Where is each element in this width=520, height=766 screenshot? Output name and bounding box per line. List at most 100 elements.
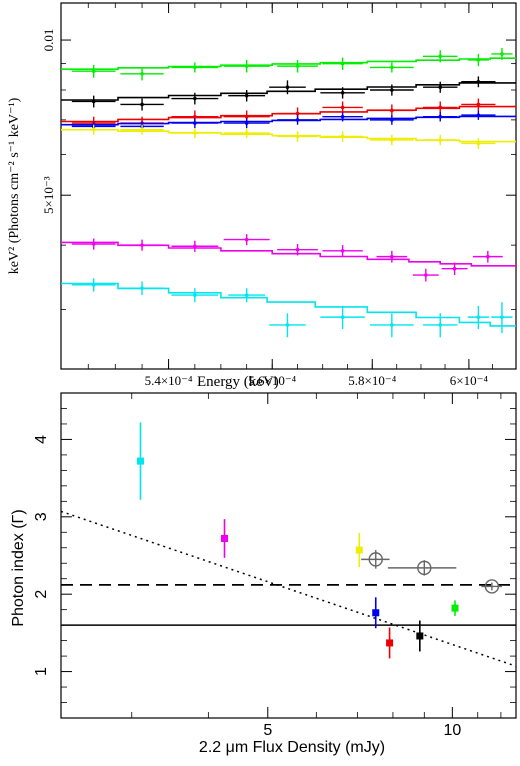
spectrum-x-axis-label: Energy (keV) — [197, 374, 279, 390]
photon-index-panel: 5 10 1 2 3 4 2.2 μm Flux Density (mJy) Photon… — [10, 392, 517, 756]
spectrum-data-point — [193, 114, 197, 119]
spectrum-data-point — [390, 88, 394, 92]
spectrum-data-point — [476, 141, 481, 146]
spectrum-data-point — [193, 65, 197, 70]
photon-index-x-axis-label: 2.2 μm Flux Density (mJy) — [199, 739, 385, 756]
spectrum-data-point — [295, 134, 300, 139]
photon-square-point — [372, 609, 380, 617]
spectrum-data-point — [91, 99, 96, 104]
spectrum-data-point — [340, 105, 345, 110]
spectrum-series — [61, 234, 516, 282]
open-circle-point — [484, 579, 500, 594]
spectrum-data-point — [438, 114, 443, 119]
photon-y-tick-label: 1 — [33, 667, 50, 676]
spectrum-data-point — [438, 138, 443, 142]
spectrum-data-point — [476, 79, 481, 84]
spectrum-panel: 5.4×10⁻⁴ 5.6×10⁻⁴ 5.8×10⁻⁴ 6×10⁻⁴ 0.01 5×10⁻³… — [7, 2, 517, 390]
spectrum-data-point — [438, 54, 443, 59]
spectrum-data-point — [476, 102, 481, 107]
photon-index-y-axis-label: Photon index (Γ) — [10, 509, 27, 626]
photon-square-point — [416, 632, 424, 640]
spectrum-model-line — [61, 282, 516, 327]
spectrum-data-point — [295, 118, 300, 122]
spectrum-data-point — [91, 127, 96, 132]
photon-square-point — [355, 546, 363, 554]
spectrum-data-point — [244, 114, 249, 119]
spectrum-data-point — [140, 102, 144, 107]
spectrum-data-point — [244, 131, 249, 135]
spectrum-data-point — [244, 237, 249, 242]
spectrum-x-tick-label: 5.6×10⁻⁴ — [248, 373, 296, 388]
spectrum-data-point — [476, 58, 481, 62]
spectrum-data-point — [295, 111, 300, 116]
spectrum-data-point — [140, 127, 144, 132]
spectrum-series — [61, 76, 516, 111]
spectrum-data-point — [340, 114, 345, 119]
spectrum-plot-frame — [60, 2, 517, 370]
spectrum-data-point — [390, 254, 394, 259]
photon-x-tick-label: 10 — [443, 722, 461, 739]
spectrum-data-point — [476, 113, 481, 117]
spectrum-data-point — [244, 121, 249, 125]
spectrum-model-line — [61, 82, 516, 101]
spectrum-data-point — [476, 315, 481, 319]
spectrum-series — [61, 278, 516, 338]
spectrum-data-point — [193, 244, 197, 249]
spectrum-data-point — [390, 108, 394, 113]
spectrum-data-point — [500, 52, 504, 56]
open-circle-point — [368, 552, 383, 567]
spectrum-series — [61, 48, 516, 81]
spectrum-model-line — [61, 57, 516, 70]
spectrum-data-point — [244, 293, 249, 297]
spectrum-data-point — [244, 93, 249, 98]
spectrum-data-point — [486, 254, 490, 259]
spectrum-data-point — [340, 61, 345, 66]
spectrum-data-point — [193, 96, 197, 101]
spectrum-data-point — [340, 91, 345, 95]
spectrum-data-point — [438, 323, 443, 327]
spectrum-data-point — [295, 247, 300, 252]
spectrum-data-point — [285, 323, 290, 327]
spectrum-x-tick-label: 6×10⁻⁴ — [450, 373, 489, 388]
spectrum-data-point — [91, 69, 96, 74]
spectrum-series — [61, 124, 516, 149]
spectrum-data-point — [452, 266, 457, 271]
spectrum-data-point — [500, 315, 504, 319]
spectrum-data-point — [390, 65, 394, 70]
spectrum-data-point — [140, 286, 144, 290]
spectrum-x-tick-label: 5.8×10⁻⁴ — [348, 373, 396, 388]
spectrum-data-point — [390, 323, 394, 327]
fit-line-dotted — [60, 510, 517, 667]
photon-square-point — [221, 534, 229, 542]
spectrum-data-point — [91, 283, 96, 287]
open-circle-point — [417, 560, 432, 576]
photon-square-point — [451, 604, 459, 612]
spectrum-data-point — [340, 315, 345, 319]
spectrum-data-point — [193, 293, 197, 297]
spectrum-data-point — [140, 72, 144, 76]
photon-square-point — [136, 457, 144, 465]
spectrum-data-point — [390, 138, 394, 142]
spectrum-data-point — [340, 249, 345, 253]
photon-y-tick-label: 4 — [33, 435, 50, 444]
spectrum-data-point — [193, 131, 197, 135]
photon-index-plot-frame — [60, 392, 517, 719]
spectrum-model-line — [61, 241, 516, 267]
spectrum-data-point — [285, 85, 290, 90]
spectrum-data-point — [295, 64, 300, 68]
spectrum-y-tick-label: 5×10⁻³ — [41, 176, 56, 214]
photon-square-point — [386, 639, 394, 647]
spectrum-data-point — [193, 121, 197, 125]
spectrum-series — [61, 110, 516, 132]
spectrum-x-tick-label: 5.4×10⁻⁴ — [145, 373, 193, 388]
spectrum-data-point — [340, 134, 345, 139]
spectrum-data-point — [424, 273, 428, 277]
spectrum-data-point — [244, 64, 249, 68]
spectrum-data-point — [438, 85, 443, 90]
spectrum-y-axis-label: keV² (Photons cm⁻² s⁻¹ keV⁻¹) — [7, 97, 22, 274]
photon-y-tick-label: 2 — [33, 590, 50, 599]
spectrum-y-tick-label: 0.01 — [41, 29, 56, 52]
spectrum-data-point — [438, 105, 443, 110]
photon-y-tick-label: 3 — [33, 512, 50, 521]
